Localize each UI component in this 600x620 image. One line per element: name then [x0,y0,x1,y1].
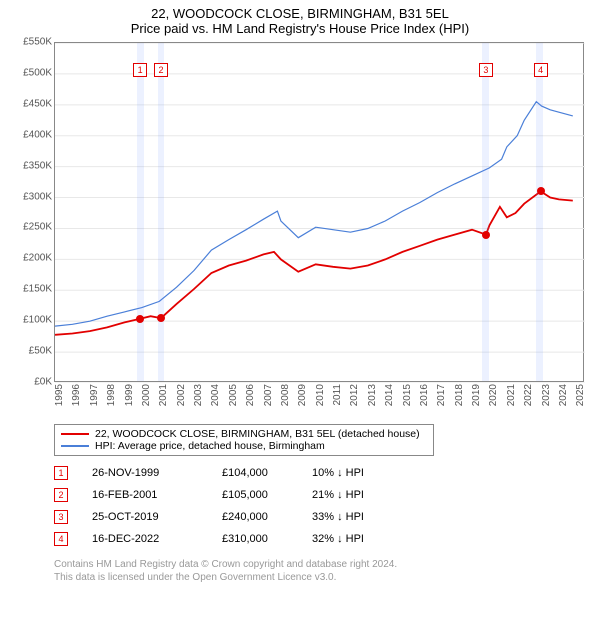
x-tick-label: 2008 [280,384,291,406]
table-row: 4 16-DEC-2022£310,00032% ↓ HPI [54,528,590,550]
x-tick-label: 1999 [124,384,135,406]
x-tick-label: 2005 [228,384,239,406]
legend: 22, WOODCOCK CLOSE, BIRMINGHAM, B31 5EL … [54,424,434,456]
marker-label: 3 [479,63,493,77]
y-axis: £0K£50K£100K£150K£200K£250K£300K£350K£40… [10,42,54,382]
x-tick-label: 2016 [419,384,430,406]
row-date: 16-FEB-2001 [92,489,222,501]
row-delta: 10% ↓ HPI [312,467,402,479]
x-axis: 1995 1996 1997 1998 1999 2000 2001 2002 2003 2004… [54,384,584,424]
x-tick-label: 2002 [176,384,187,406]
y-tick-label: £200K [23,253,52,264]
row-price: £105,000 [222,489,312,501]
row-price: £104,000 [222,467,312,479]
legend-item: HPI: Average price, detached house, Birm… [61,440,427,452]
row-marker: 2 [54,488,68,502]
row-marker: 1 [54,466,68,480]
row-date: 26-NOV-1999 [92,467,222,479]
x-tick-label: 2014 [384,384,395,406]
chart-container: 22, WOODCOCK CLOSE, BIRMINGHAM, B31 5EL … [0,0,600,620]
chart-subtitle: Price paid vs. HM Land Registry's House … [10,21,590,36]
row-price: £310,000 [222,533,312,545]
row-delta: 33% ↓ HPI [312,511,402,523]
chart-title: 22, WOODCOCK CLOSE, BIRMINGHAM, B31 5EL [10,6,590,21]
y-tick-label: £400K [23,129,52,140]
row-date: 25-OCT-2019 [92,511,222,523]
x-tick-label: 1997 [89,384,100,406]
x-tick-label: 2015 [402,384,413,406]
x-tick-label: 2022 [523,384,534,406]
x-tick-label: 1995 [54,384,65,406]
row-price: £240,000 [222,511,312,523]
x-tick-label: 2018 [454,384,465,406]
row-date: 16-DEC-2022 [92,533,222,545]
x-tick-label: 2021 [506,384,517,406]
x-tick-label: 2019 [471,384,482,406]
legend-swatch [61,433,89,435]
y-tick-label: £100K [23,315,52,326]
plot-svg [55,43,585,383]
row-marker: 4 [54,532,68,546]
chart-area: £0K £50K £100K £150K £200K £250K £300K £350K £40… [10,42,590,422]
y-tick-label: £350K [23,160,52,171]
x-tick-label: 2007 [263,384,274,406]
x-tick-label: 2011 [332,384,343,406]
legend-item: 22, WOODCOCK CLOSE, BIRMINGHAM, B31 5EL … [61,428,427,440]
x-tick-label: 2010 [315,384,326,406]
x-tick-label: 1996 [71,384,82,406]
footnote-line: Contains HM Land Registry data © Crown c… [54,558,590,571]
marker-point [537,187,545,195]
table-row: 2 16-FEB-2001£105,00021% ↓ HPI [54,484,590,506]
y-tick-label: £450K [23,98,52,109]
highlight-band [158,43,165,381]
marker-label: 4 [534,63,548,77]
x-tick-label: 2017 [436,384,447,406]
transaction-table: 1 26-NOV-1999£104,00010% ↓ HPI 2 16-FEB-200… [54,462,590,550]
legend-label: 22, WOODCOCK CLOSE, BIRMINGHAM, B31 5EL … [95,428,420,440]
row-delta: 21% ↓ HPI [312,489,402,501]
legend-label: HPI: Average price, detached house, Birm… [95,440,325,452]
x-tick-label: 2003 [193,384,204,406]
plot-region: 12 3 4 [54,42,584,382]
footnote-line: This data is licensed under the Open Gov… [54,571,590,584]
y-tick-label: £0K [34,377,52,388]
highlight-band [137,43,144,381]
marker-label: 2 [154,63,168,77]
table-row: 1 26-NOV-1999£104,00010% ↓ HPI [54,462,590,484]
y-tick-label: £550K [23,37,52,48]
highlight-band [536,43,543,381]
x-tick-label: 2009 [297,384,308,406]
x-tick-label: 2000 [141,384,152,406]
marker-point [482,231,490,239]
y-tick-label: £300K [23,191,52,202]
x-tick-label: 2013 [367,384,378,406]
x-tick-label: 2024 [558,384,569,406]
series-line-property [55,191,573,334]
row-delta: 32% ↓ HPI [312,533,402,545]
x-tick-label: 2020 [488,384,499,406]
footnote: Contains HM Land Registry data © Crown c… [54,558,590,584]
y-tick-label: £150K [23,284,52,295]
x-tick-label: 1998 [106,384,117,406]
marker-point [157,314,165,322]
y-tick-label: £250K [23,222,52,233]
x-tick-label: 2001 [158,384,169,406]
highlight-band [482,43,489,381]
x-tick-label: 2004 [210,384,221,406]
x-tick-label: 2006 [245,384,256,406]
legend-swatch [61,445,89,447]
marker-point [136,315,144,323]
table-row: 3 25-OCT-2019£240,00033% ↓ HPI [54,506,590,528]
y-tick-label: £50K [29,346,52,357]
x-tick-label: 2023 [541,384,552,406]
row-marker: 3 [54,510,68,524]
x-tick-label: 2025 [575,384,586,406]
marker-label: 1 [133,63,147,77]
x-tick-label: 2012 [349,384,360,406]
y-tick-label: £500K [23,67,52,78]
